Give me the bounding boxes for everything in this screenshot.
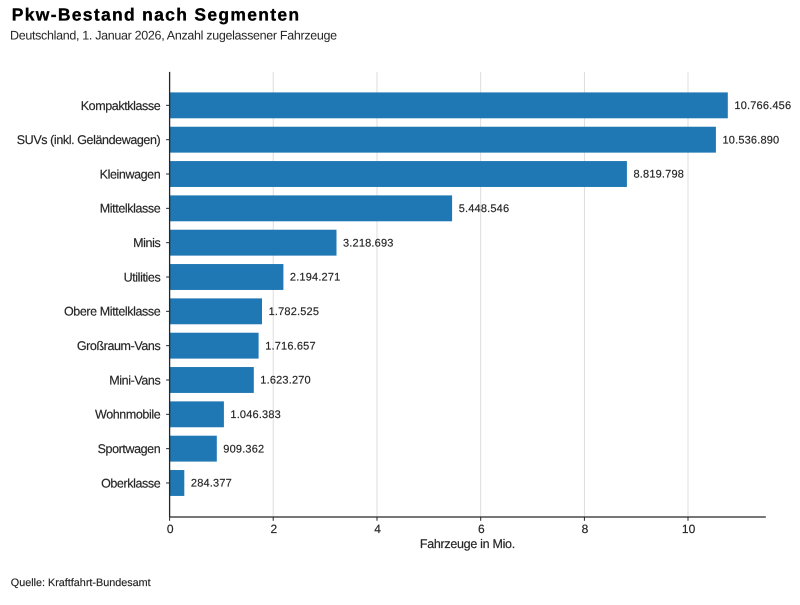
svg-text:10.536.890: 10.536.890 xyxy=(723,134,780,146)
svg-text:1.623.270: 1.623.270 xyxy=(260,375,311,387)
svg-text:0: 0 xyxy=(167,522,174,536)
svg-text:Wohnmobile: Wohnmobile xyxy=(95,408,161,422)
svg-text:Kompaktklasse: Kompaktklasse xyxy=(81,99,161,113)
svg-text:SUVs (inkl. Geländewagen): SUVs (inkl. Geländewagen) xyxy=(17,133,161,147)
svg-text:Deutschland, 1. Januar 2026, A: Deutschland, 1. Januar 2026, Anzahl zuge… xyxy=(10,29,337,43)
svg-text:1.716.657: 1.716.657 xyxy=(265,340,316,352)
svg-text:2.194.271: 2.194.271 xyxy=(290,272,341,284)
svg-text:6: 6 xyxy=(478,522,485,536)
svg-text:8.819.798: 8.819.798 xyxy=(634,169,685,181)
svg-text:1.046.383: 1.046.383 xyxy=(230,409,281,421)
svg-text:Mini-Vans: Mini-Vans xyxy=(109,373,160,387)
svg-text:2: 2 xyxy=(271,522,278,536)
svg-text:1.782.525: 1.782.525 xyxy=(269,306,320,318)
svg-text:Fahrzeuge in Mio.: Fahrzeuge in Mio. xyxy=(420,537,515,551)
svg-text:284.377: 284.377 xyxy=(191,478,232,490)
svg-text:3.218.693: 3.218.693 xyxy=(343,237,394,249)
svg-text:Quelle: Kraftfahrt-Bundesamt: Quelle: Kraftfahrt-Bundesamt xyxy=(11,577,151,589)
svg-text:10: 10 xyxy=(682,522,696,536)
svg-text:Utilities: Utilities xyxy=(124,270,161,284)
svg-text:5.448.546: 5.448.546 xyxy=(459,203,510,215)
svg-text:Großraum-Vans: Großraum-Vans xyxy=(77,339,161,353)
svg-text:Oberklasse: Oberklasse xyxy=(101,476,161,490)
svg-text:Sportwagen: Sportwagen xyxy=(98,442,161,456)
svg-text:909.362: 909.362 xyxy=(223,443,264,455)
svg-text:Mittelklasse: Mittelklasse xyxy=(100,202,161,216)
svg-text:Pkw-Bestand nach Segmenten: Pkw-Bestand nach Segmenten xyxy=(12,4,301,24)
svg-text:4: 4 xyxy=(374,522,381,536)
svg-text:Minis: Minis xyxy=(133,236,160,250)
svg-text:10.766.456: 10.766.456 xyxy=(734,100,791,112)
svg-text:Kleinwagen: Kleinwagen xyxy=(100,167,161,181)
svg-text:Obere Mittelklasse: Obere Mittelklasse xyxy=(64,305,161,319)
svg-text:8: 8 xyxy=(582,522,589,536)
